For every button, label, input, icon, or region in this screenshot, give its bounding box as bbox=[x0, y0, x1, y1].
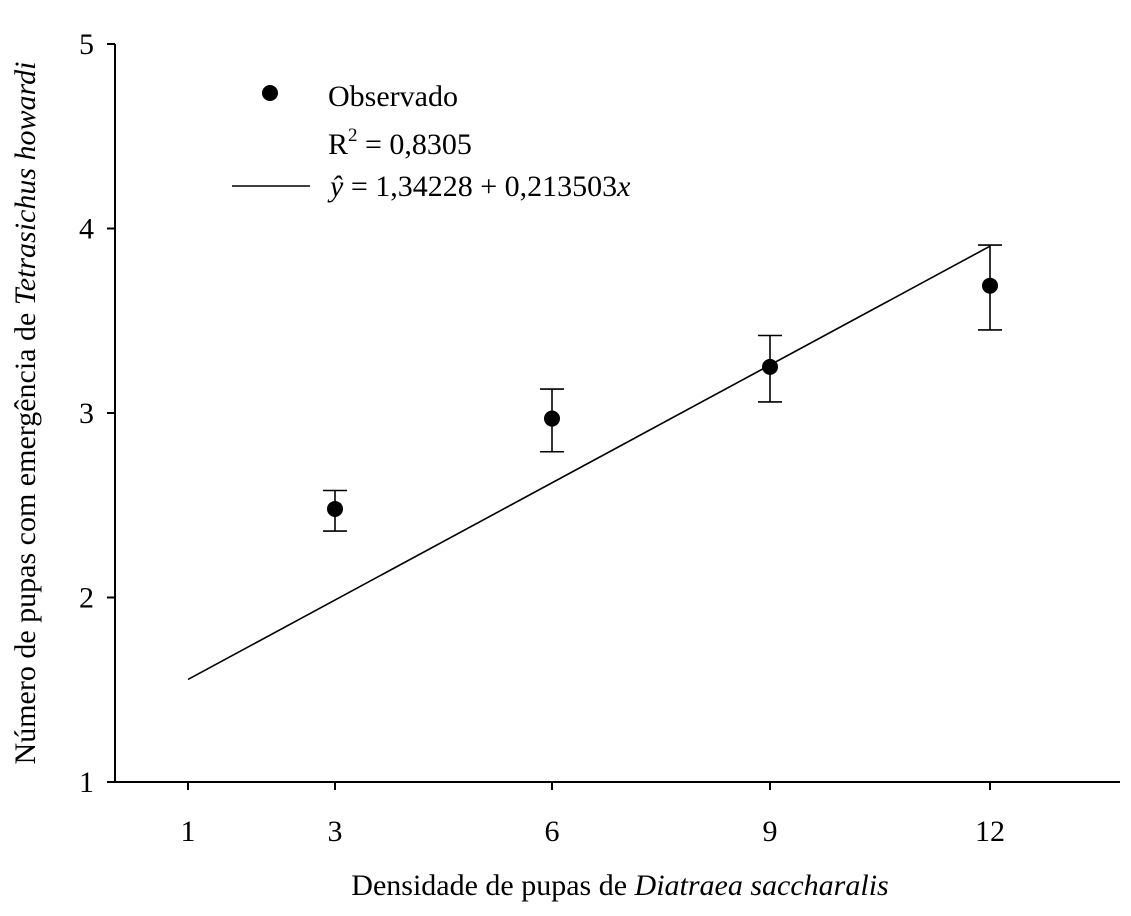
observed-point bbox=[982, 277, 998, 294]
x-tick-label: 12 bbox=[975, 815, 1005, 848]
x-tick-label: 1 bbox=[181, 815, 196, 848]
y-tick-label: 2 bbox=[79, 582, 94, 615]
legend-equation: ŷ = 1,34228 + 0,213503x bbox=[327, 170, 631, 203]
observed-points bbox=[323, 244, 1002, 532]
regression-line bbox=[187, 245, 991, 681]
y-tick-label: 3 bbox=[79, 397, 94, 430]
x-axis-title: Densidade de pupas de Diatraea saccharal… bbox=[351, 869, 888, 902]
y-tick-label: 4 bbox=[79, 213, 94, 246]
regression-line-group bbox=[187, 245, 991, 681]
observed-point bbox=[762, 358, 778, 375]
legend-observed-marker bbox=[262, 85, 278, 101]
y-axis-title: Número de pupas com emergência de Tetras… bbox=[9, 62, 42, 765]
observed-point bbox=[327, 500, 343, 517]
legend-r2: R2 = 0,8305 bbox=[328, 125, 472, 161]
y-tick-label: 5 bbox=[79, 28, 94, 61]
legend-observed-label: Observado bbox=[328, 80, 458, 113]
observed-point bbox=[544, 410, 560, 427]
x-tick-label: 9 bbox=[763, 815, 778, 848]
x-tick-label: 3 bbox=[328, 815, 343, 848]
y-tick-label: 1 bbox=[79, 766, 94, 799]
x-tick-label: 6 bbox=[545, 815, 560, 848]
legend: Observado R2 = 0,8305 ŷ = 1,34228 + 0,21… bbox=[232, 80, 631, 203]
axes bbox=[114, 44, 1120, 783]
